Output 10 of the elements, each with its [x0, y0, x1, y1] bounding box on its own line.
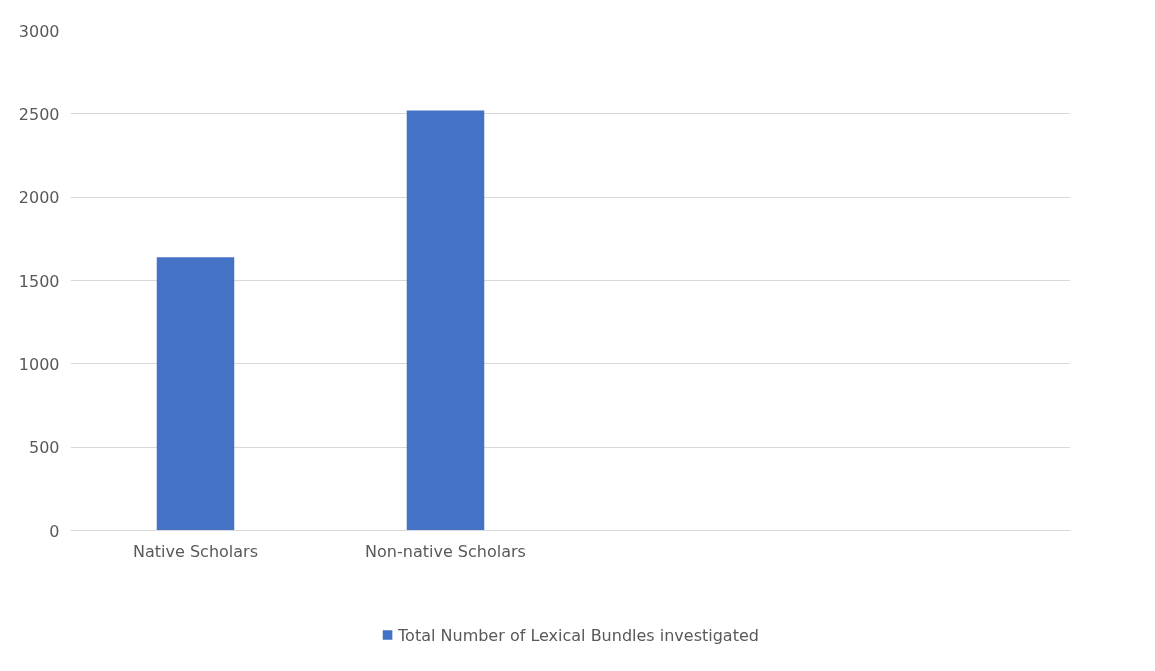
x-tick-label: Native Scholars	[133, 541, 258, 561]
y-tick-label: 1500	[18, 271, 60, 291]
y-tick-label: 0	[49, 521, 60, 541]
y-tick-label: 500	[28, 438, 60, 458]
y-tick-label: 3000	[18, 21, 60, 41]
y-tick-label: 2000	[18, 188, 60, 208]
legend-label: Total Number of Lexical Bundles investigated	[398, 625, 759, 645]
x-tick-label: Non-native Scholars	[365, 541, 526, 561]
y-tick-label: 2500	[18, 104, 60, 124]
y-tick-label: 1000	[18, 354, 60, 374]
